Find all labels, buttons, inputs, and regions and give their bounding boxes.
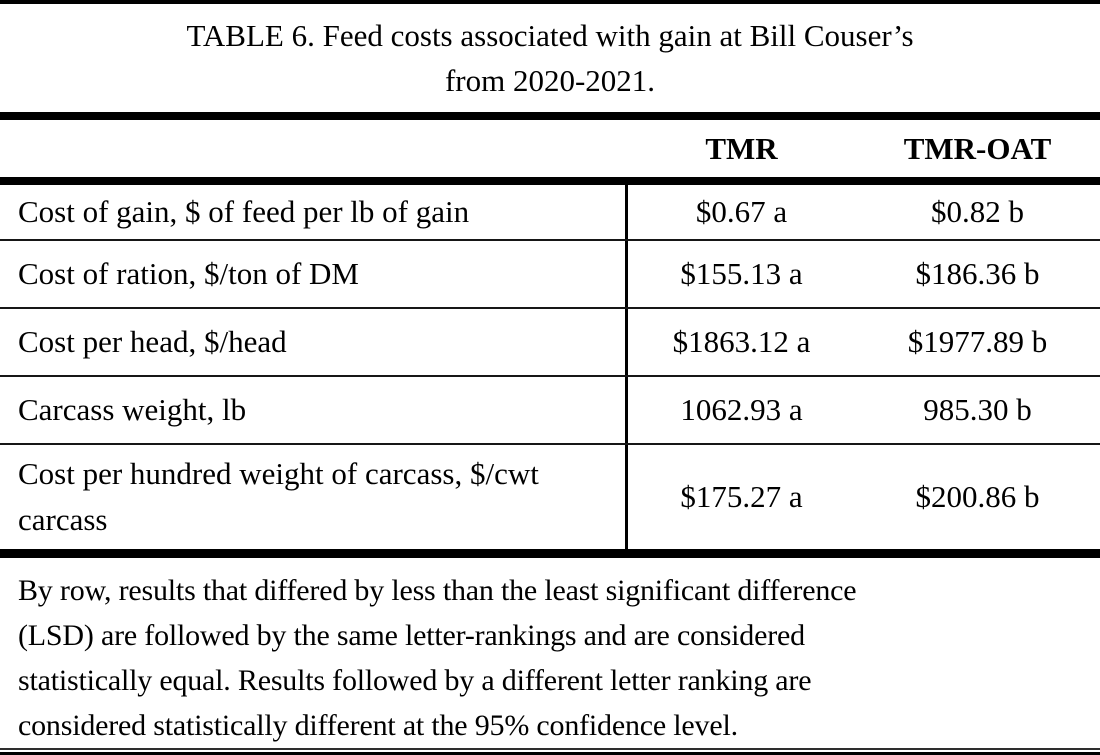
table-top-border <box>0 0 1100 4</box>
table-bottom-border <box>0 752 1100 755</box>
tmr-oat-value: $1977.89 b <box>907 324 1048 359</box>
tmr-value: $175.27 a <box>680 479 803 514</box>
row-label-text: Cost per head, $/head <box>18 324 287 359</box>
footnote-line: considered statistically different at th… <box>18 709 738 742</box>
tmr-value: $155.13 a <box>680 256 803 291</box>
row-label-text: Carcass weight, lb <box>18 392 247 427</box>
footnote-line: By row, results that differed by less th… <box>18 574 857 607</box>
tmr-value: $0.67 a <box>695 194 788 229</box>
tmr-oat-value: 985.30 b <box>923 392 1032 427</box>
row-label: Cost per hundred weight of carcass, $/cw… <box>0 445 628 549</box>
table-row-cost-per-head: Cost per head, $/head $1863.12 a $1977.8… <box>0 307 1100 375</box>
table-row-cost-per-cwt: Cost per hundred weight of carcass, $/cw… <box>0 443 1100 549</box>
column-header-tmr-oat: TMR-OAT <box>903 130 1052 166</box>
row-label-text: Cost of gain, $ of feed per lb of gain <box>18 194 470 229</box>
table-bottom-thin-rule <box>0 748 1100 750</box>
row-label: Cost per head, $/head <box>0 309 628 375</box>
table-row-cost-of-gain: Cost of gain, $ of feed per lb of gain $… <box>0 185 1100 239</box>
table-bottom-gap <box>0 750 1100 752</box>
table-title-line2: from 2020-2021. <box>444 63 656 98</box>
table-footnote: By row, results that differed by less th… <box>0 558 1100 748</box>
table-title: TABLE 6. Feed costs associated with gain… <box>0 4 1100 112</box>
row-label-text: Cost of ration, $/ton of DM <box>18 256 359 291</box>
table-row-carcass-weight: Carcass weight, lb 1062.93 a 985.30 b <box>0 375 1100 443</box>
tmr-value: $1863.12 a <box>672 324 811 359</box>
rule-below-header <box>0 177 1100 185</box>
table-title-line1: TABLE 6. Feed costs associated with gain… <box>186 18 914 53</box>
row-label: Cost of ration, $/ton of DM <box>0 241 628 307</box>
row-label: Carcass weight, lb <box>0 377 628 443</box>
row-label: Cost of gain, $ of feed per lb of gain <box>0 185 628 239</box>
rule-above-footnote <box>0 549 1100 558</box>
header-label-spacer <box>0 120 628 177</box>
table-body: Cost of gain, $ of feed per lb of gain $… <box>0 185 1100 549</box>
tmr-value: 1062.93 a <box>680 392 803 427</box>
tmr-oat-value: $0.82 b <box>931 194 1024 229</box>
table-header-row: TMR TMR-OAT <box>0 120 1100 177</box>
footnote-line: (LSD) are followed by the same letter-ra… <box>18 619 805 652</box>
tmr-oat-value: $200.86 b <box>915 479 1040 514</box>
row-label-text: Cost per hundred weight of carcass, $/cw… <box>18 456 539 537</box>
table-row-cost-of-ration: Cost of ration, $/ton of DM $155.13 a $1… <box>0 239 1100 307</box>
column-header-tmr: TMR <box>705 130 778 166</box>
tmr-oat-value: $186.36 b <box>915 256 1040 291</box>
footnote-line: statistically equal. Results followed by… <box>18 664 812 697</box>
rule-below-title <box>0 112 1100 120</box>
